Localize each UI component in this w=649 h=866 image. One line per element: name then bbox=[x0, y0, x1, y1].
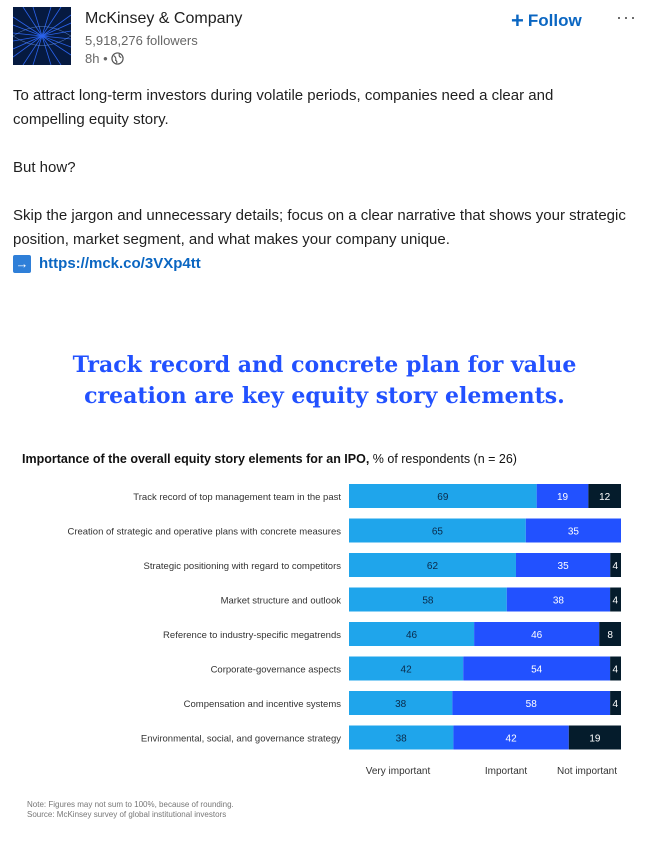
bar-segment bbox=[588, 484, 621, 508]
data-label: 46 bbox=[406, 630, 418, 641]
data-label: 58 bbox=[422, 596, 434, 607]
data-label: 4 bbox=[612, 561, 618, 572]
bar-segment bbox=[599, 622, 621, 646]
bar-segment bbox=[536, 484, 589, 508]
post-body: To attract long-term investors during vo… bbox=[13, 84, 628, 276]
legend-label: Very important bbox=[366, 766, 431, 777]
bar-segment bbox=[349, 656, 464, 681]
category-label: Market structure and outlook bbox=[221, 596, 342, 607]
follow-button[interactable]: + Follow bbox=[511, 7, 582, 35]
bar-segment bbox=[610, 691, 621, 715]
category-label: Compensation and incentive systems bbox=[184, 699, 342, 710]
bar-segment bbox=[568, 725, 621, 750]
bar-segment bbox=[610, 553, 621, 577]
data-label: 62 bbox=[427, 561, 439, 572]
bar-segment bbox=[610, 587, 621, 612]
category-label: Creation of strategic and operative plan… bbox=[67, 527, 341, 538]
bar-segment bbox=[349, 622, 475, 646]
infographic-title-line: Track record and concrete plan for value bbox=[72, 352, 577, 378]
legend-label: Important bbox=[485, 766, 527, 777]
follow-label: Follow bbox=[527, 11, 582, 30]
bar-segment bbox=[515, 553, 611, 577]
plus-icon: + bbox=[511, 8, 524, 33]
bar-segment bbox=[349, 587, 507, 612]
bar-segment bbox=[506, 587, 611, 612]
data-label: 4 bbox=[612, 665, 618, 676]
globe-icon bbox=[110, 52, 124, 65]
data-label: 42 bbox=[401, 665, 413, 676]
data-label: 8 bbox=[607, 630, 613, 641]
post-paragraph: To attract long-term investors during vo… bbox=[13, 87, 554, 128]
data-label: 12 bbox=[599, 492, 611, 503]
data-label: 58 bbox=[526, 699, 538, 710]
bar-segment bbox=[349, 691, 453, 715]
post-meta: 8h • bbox=[85, 51, 124, 66]
data-label: 19 bbox=[589, 734, 601, 745]
data-label: 54 bbox=[531, 665, 543, 676]
chart-subtitle-bold: Importance of the overall equity story e… bbox=[22, 452, 370, 466]
infographic-title-line: creation are key equity story elements. bbox=[84, 383, 565, 409]
category-label: Reference to industry-specific megatrend… bbox=[163, 630, 341, 641]
post-link[interactable]: https://mck.co/3VXp4tt bbox=[39, 255, 201, 272]
legend-label: Not important bbox=[557, 766, 617, 777]
company-name[interactable]: McKinsey & Company bbox=[85, 10, 243, 27]
follower-count: 5,918,276 followers bbox=[85, 33, 198, 48]
bar-segment bbox=[453, 725, 569, 750]
category-label: Environmental, social, and governance st… bbox=[141, 734, 341, 745]
category-label: Track record of top management team in t… bbox=[133, 492, 341, 503]
post-header: McKinsey & Company 5,918,276 followers 8… bbox=[13, 7, 636, 71]
infographic-title[interactable]: Track record and concrete plan for value… bbox=[0, 350, 649, 412]
category-label: Strategic positioning with regard to com… bbox=[144, 561, 342, 572]
post-paragraph: Skip the jargon and unnecessary details;… bbox=[13, 207, 626, 248]
data-label: 35 bbox=[558, 561, 570, 572]
data-label: 65 bbox=[432, 527, 444, 538]
stacked-bar-chart[interactable]: Track record of top management team in t… bbox=[0, 480, 649, 785]
data-label: 69 bbox=[437, 492, 449, 503]
post-paragraph: But how? bbox=[13, 159, 76, 176]
data-label: 38 bbox=[553, 596, 565, 607]
post-time: 8h • bbox=[85, 51, 108, 66]
category-label: Corporate-governance aspects bbox=[211, 665, 342, 676]
bar-segment bbox=[463, 656, 611, 681]
data-label: 38 bbox=[395, 699, 407, 710]
data-label: 35 bbox=[568, 527, 580, 538]
data-label: 42 bbox=[506, 734, 518, 745]
chart-subtitle-rest: % of respondents (n = 26) bbox=[369, 452, 517, 466]
bar-segment bbox=[349, 484, 537, 508]
bar-segment bbox=[474, 622, 600, 646]
bar-segment bbox=[452, 691, 611, 715]
bar-segment bbox=[349, 725, 454, 750]
bar-segment bbox=[349, 518, 526, 543]
bar-segment bbox=[525, 518, 621, 543]
data-label: 4 bbox=[612, 699, 618, 710]
chart-notes: Note: Figures may not sum to 100%, becau… bbox=[27, 800, 234, 820]
company-logo[interactable] bbox=[13, 7, 71, 65]
bar-segment bbox=[349, 553, 516, 577]
data-label: 38 bbox=[396, 734, 408, 745]
chart-subtitle: Importance of the overall equity story e… bbox=[22, 452, 517, 466]
data-label: 46 bbox=[531, 630, 543, 641]
more-options-button[interactable]: ··· bbox=[616, 7, 637, 27]
post-link-line: → https://mck.co/3VXp4tt bbox=[13, 252, 628, 276]
chart-source: Source: McKinsey survey of global instit… bbox=[27, 810, 227, 819]
data-label: 19 bbox=[557, 492, 569, 503]
company-logo-graphic bbox=[13, 7, 71, 65]
chart-note: Note: Figures may not sum to 100%, becau… bbox=[27, 800, 234, 809]
data-label: 4 bbox=[612, 596, 618, 607]
arrow-right-icon: → bbox=[13, 255, 31, 273]
bar-segment bbox=[610, 656, 621, 681]
